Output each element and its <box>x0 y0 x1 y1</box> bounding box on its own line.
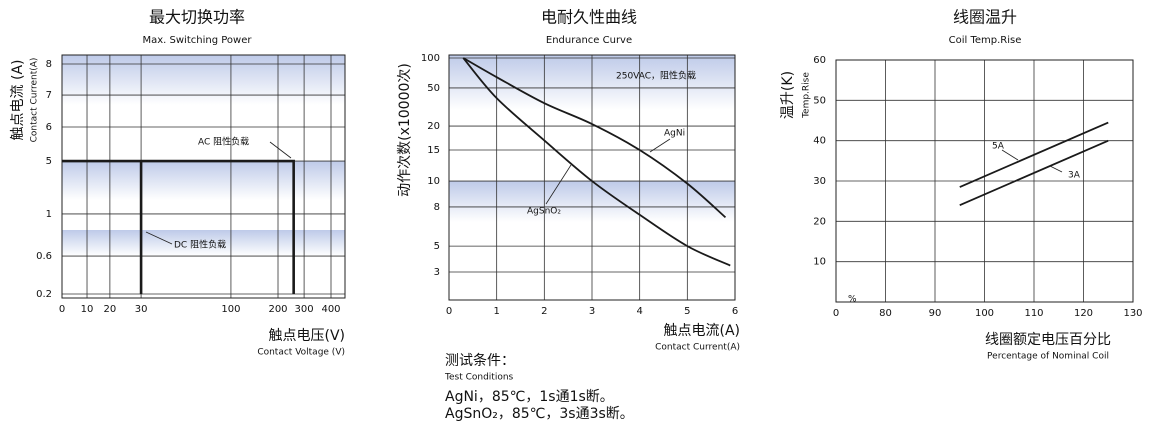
y-tick-label: 8 <box>46 59 52 70</box>
chart-subtitle: Coil Temp.Rise <box>949 35 1022 46</box>
y-tick-label: 30 <box>813 176 826 187</box>
annotation: AC 阻性负载 <box>198 136 249 148</box>
annotation: 5A <box>992 142 1005 152</box>
y-axis-label: 触点电流 (A) <box>10 60 26 141</box>
x-axis-label: 触点电流(A) <box>663 323 740 339</box>
x-tick-label: 5 <box>684 306 690 317</box>
x-tick-label: 30 <box>135 304 148 315</box>
x-tick-label: 6 <box>732 306 738 317</box>
x-axis-sublabel: Contact Voltage (V) <box>257 348 345 358</box>
leader-line <box>1049 165 1063 173</box>
series-line <box>959 139 1109 207</box>
x-tick-label: 300 <box>295 304 314 315</box>
series-line <box>462 57 727 219</box>
x-tick-label: 2 <box>541 306 547 317</box>
y-tick-label: 0.6 <box>36 251 52 262</box>
test-line: AgNi，85℃，1s通1s断。 <box>445 389 614 405</box>
annotation: AgNi <box>664 129 685 139</box>
y-axis-label: 温升(K) <box>780 71 796 119</box>
x-axis-sublabel: Contact Current(A) <box>655 343 740 353</box>
leader-line <box>649 138 671 153</box>
y-tick-label: 3 <box>434 267 440 278</box>
y-tick-label: 10 <box>427 176 440 187</box>
x-tick-label: 4 <box>636 306 642 317</box>
y-tick-label: 50 <box>427 83 440 94</box>
y-tick-label: 8 <box>434 202 440 213</box>
chart-title: 电耐久性曲线 <box>541 8 637 27</box>
y-tick-label: 15 <box>427 145 440 156</box>
test-line: AgSnO₂，85℃，3s通3s断。 <box>445 406 634 421</box>
band <box>62 230 345 256</box>
y-tick-label: 6 <box>46 122 52 133</box>
leader-line <box>1001 149 1019 161</box>
series-line <box>959 121 1109 188</box>
chart-subtitle: Endurance Curve <box>546 35 632 46</box>
x-tick-label: 20 <box>104 304 117 315</box>
x-tick-label: 100 <box>221 304 240 315</box>
leader-line <box>269 141 292 159</box>
y-tick-label: 1 <box>46 209 52 220</box>
y-tick-label: 10 <box>813 257 826 268</box>
band <box>62 55 345 105</box>
chart-title: 线圈温升 <box>953 8 1017 27</box>
y-axis-sublabel: Contact Current(A) <box>30 58 40 143</box>
y-axis-sublabel: Temp.Rise <box>802 72 812 119</box>
x-tick-label: 1 <box>493 306 499 317</box>
y-tick-label: 40 <box>813 136 826 147</box>
test-title: 测试条件： <box>445 352 515 369</box>
y-tick-label: 7 <box>46 90 52 101</box>
y-tick-label: 100 <box>421 53 440 64</box>
series-line <box>62 159 295 294</box>
x-tick-label: 10 <box>81 304 94 315</box>
chart-title: 最大切换功率 <box>149 8 245 27</box>
x-tick-label: 100 <box>975 308 994 319</box>
plot-frame <box>448 54 736 301</box>
y-tick-label: 20 <box>813 216 826 227</box>
x-tick-label: 120 <box>1074 308 1093 319</box>
x-tick-label: 3 <box>589 306 595 317</box>
x-tick-label: 0 <box>833 308 839 319</box>
chart-subtitle: Max. Switching Power <box>143 35 253 46</box>
x-axis-sublabel: Percentage of Nominal Coil <box>987 352 1109 362</box>
plot-frame <box>61 54 346 299</box>
y-tick-label: 60 <box>813 55 826 66</box>
y-tick-label: 20 <box>427 121 440 132</box>
y-tick-label: 50 <box>813 95 826 106</box>
y-tick-label: 0.2 <box>36 289 52 300</box>
x-tick-label: 90 <box>929 308 942 319</box>
annotation: 3A <box>1068 171 1081 181</box>
test-subtitle: Test Conditions <box>444 373 514 383</box>
y-tick-label: 5 <box>434 241 440 252</box>
x-axis-label: 触点电压(V) <box>268 328 345 344</box>
x-tick-label: 400 <box>321 304 340 315</box>
x-axis-label: 线圈额定电压百分比 <box>985 332 1111 348</box>
y-tick-label: 5 <box>46 156 52 167</box>
x-tick-label: 110 <box>1024 308 1043 319</box>
leader-line <box>145 231 173 245</box>
annotation: AgSnO₂ <box>527 207 561 217</box>
x-tick-label: 0 <box>446 306 452 317</box>
y-axis-label: 动作次数(x10000次) <box>397 63 413 197</box>
plot-frame <box>835 59 1134 303</box>
x-tick-label: 200 <box>268 304 287 315</box>
annotation: % <box>848 295 857 305</box>
annotation: 250VAC，阻性负载 <box>616 70 696 82</box>
x-tick-label: 0 <box>59 304 65 315</box>
band <box>62 161 345 200</box>
annotation: DC 阻性负载 <box>174 239 226 251</box>
x-tick-label: 130 <box>1123 308 1142 319</box>
x-tick-label: 80 <box>879 308 892 319</box>
leader-line <box>545 164 572 205</box>
series-line <box>462 57 731 267</box>
